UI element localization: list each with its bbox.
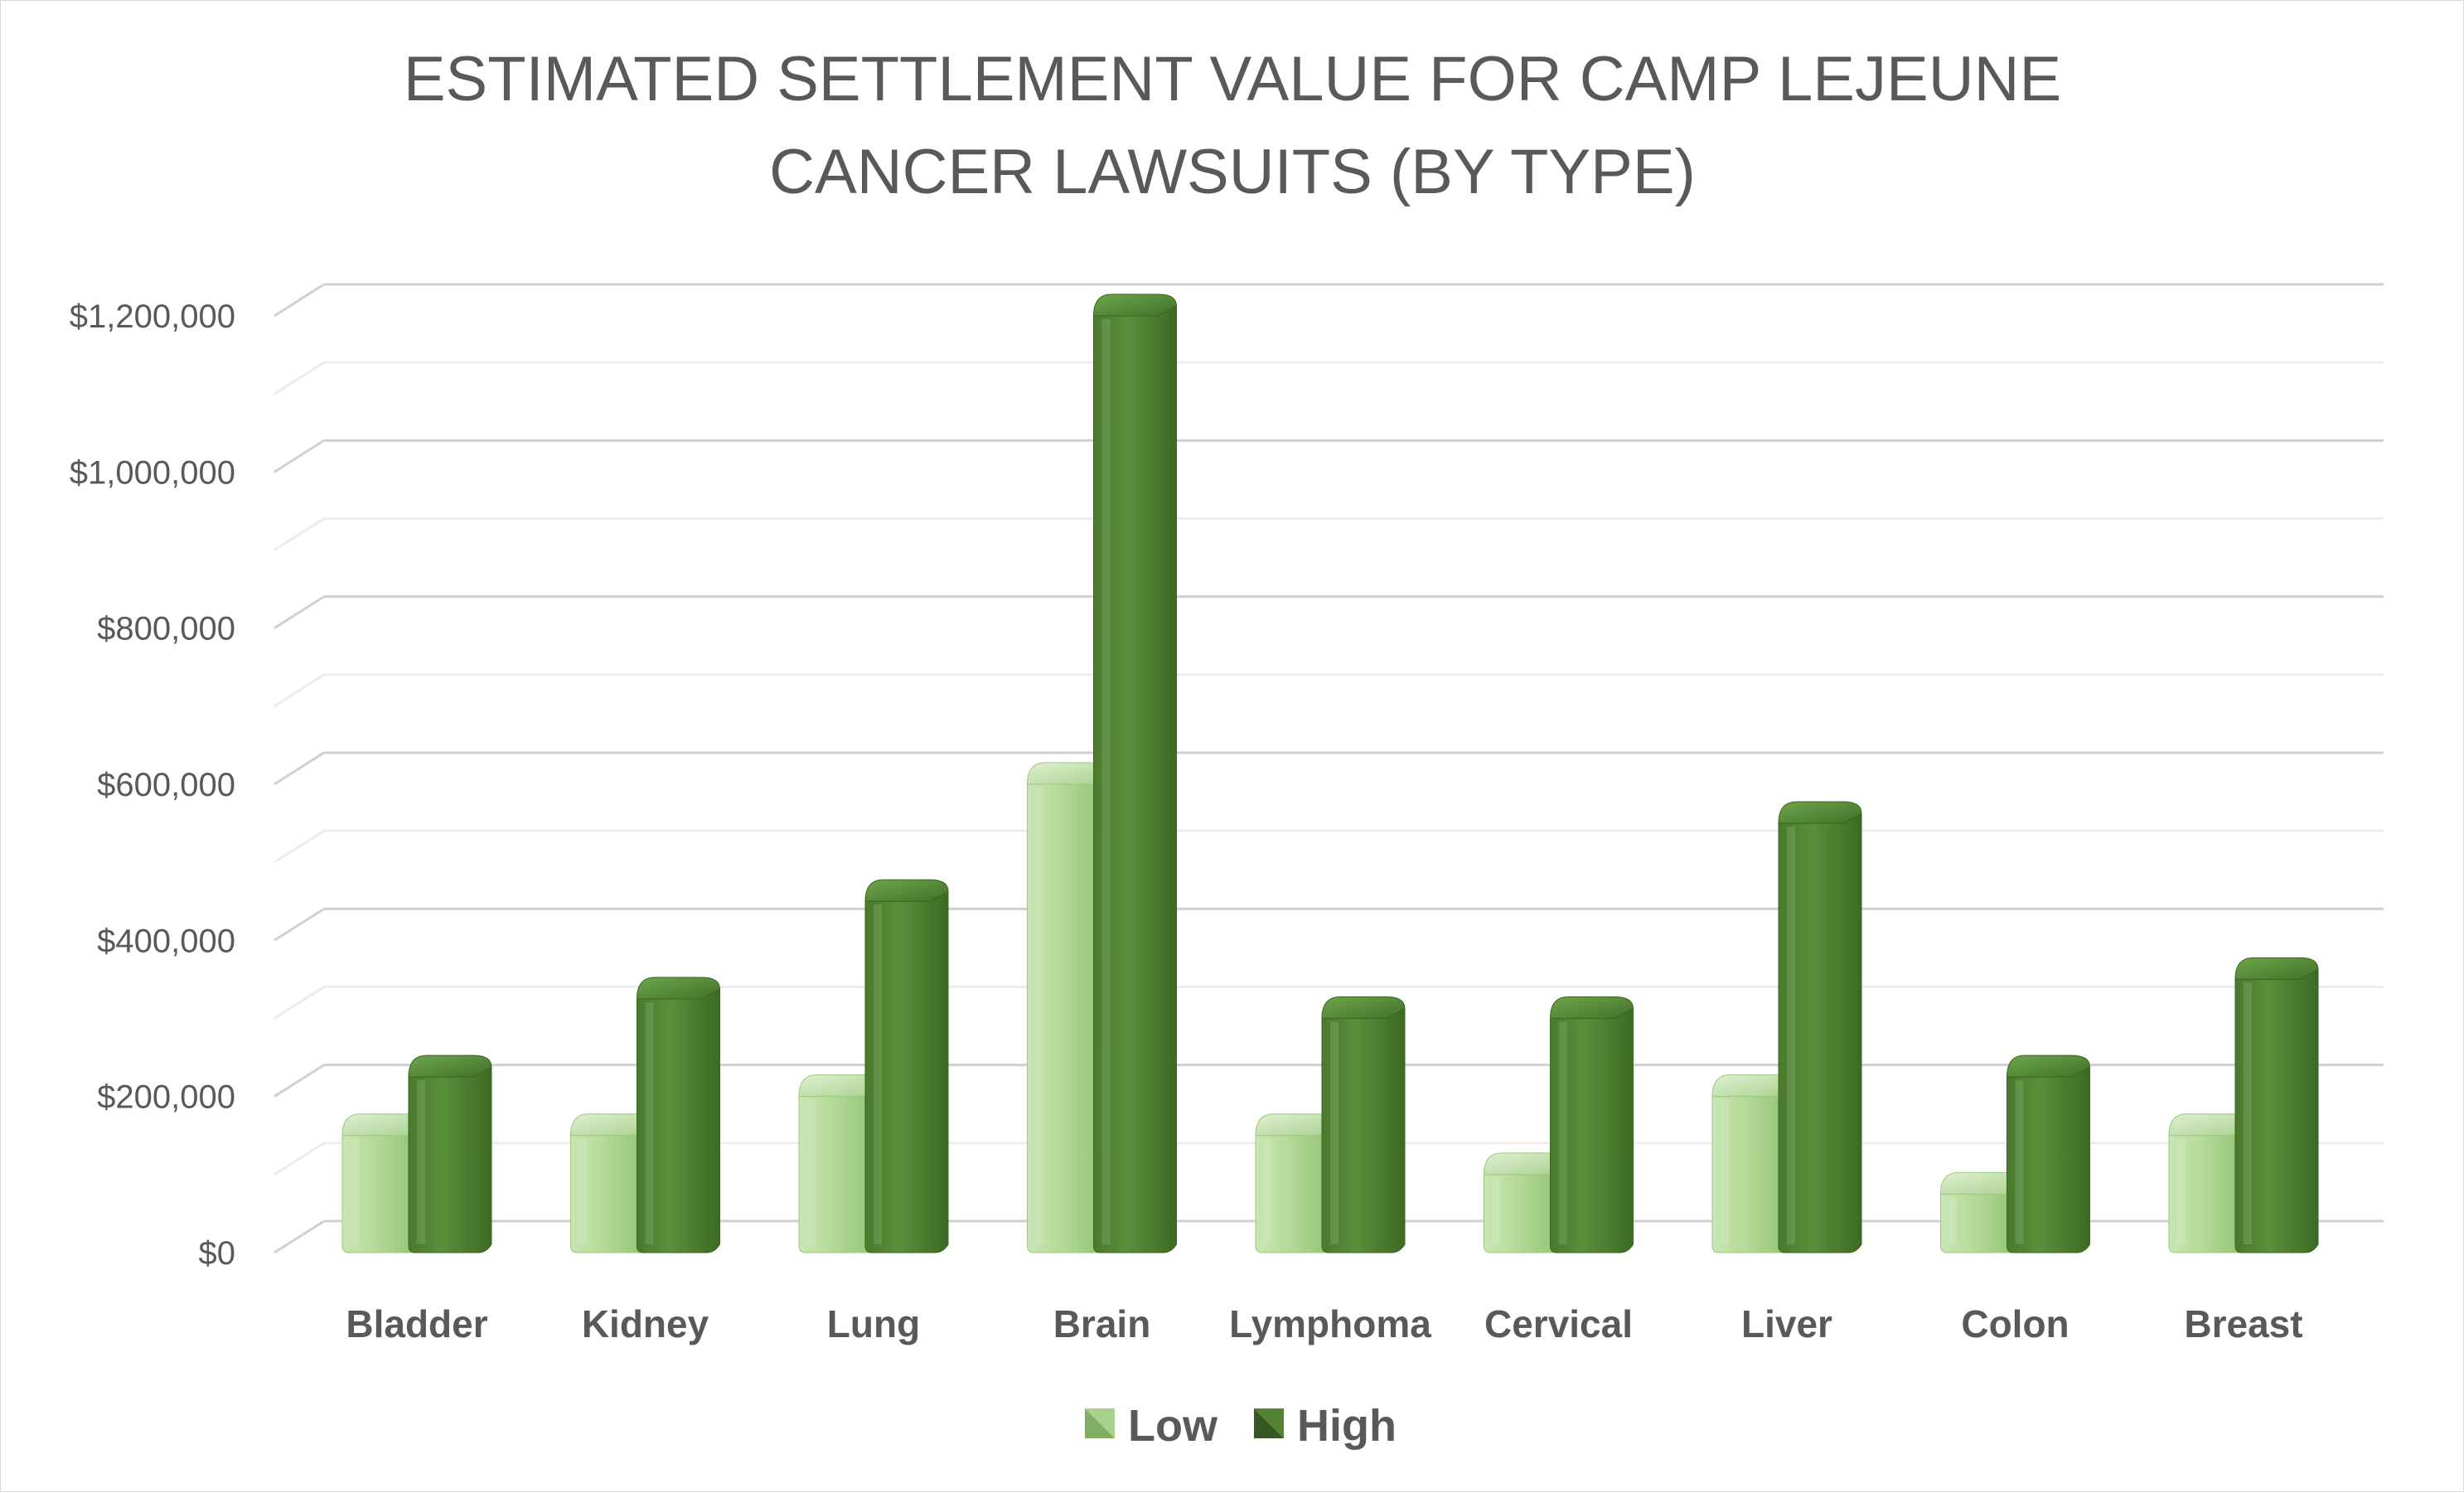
bar-low-kidney (569, 1113, 655, 1253)
bar-high-bladder (408, 1054, 492, 1253)
gridline-diagonal (274, 673, 325, 708)
x-tick-label: Cervical (1484, 1302, 1633, 1345)
y-tick-label: $400,000 (97, 923, 235, 959)
bars (341, 293, 2319, 1253)
bar-highlight (645, 1001, 654, 1244)
bar-low-breast (2168, 1113, 2253, 1253)
bar-highlight (2015, 1080, 2024, 1244)
bar-high-cervical (1549, 996, 1634, 1253)
legend-item-high: High (1254, 1401, 1397, 1451)
x-tick-label: Colon (1961, 1302, 2069, 1345)
bar-low-lymphoma (1255, 1113, 1339, 1253)
bar-highlight (874, 904, 882, 1244)
bar-body (1778, 812, 1862, 1253)
bar-body (1550, 1007, 1634, 1253)
bar-high-breast (2234, 957, 2319, 1253)
bar-top (1092, 293, 1178, 317)
bar-highlight (1035, 788, 1044, 1244)
bar-top (2234, 957, 2319, 980)
gridline-diagonal (274, 283, 325, 318)
gridline-diagonal (274, 517, 325, 551)
bar-highlight (1492, 1177, 1501, 1244)
bar-body (637, 988, 720, 1253)
x-tick-label: Brain (1053, 1302, 1151, 1345)
gridline-diagonal (274, 1142, 325, 1176)
legend-label: High (1297, 1401, 1397, 1451)
legend-item-low: Low (1085, 1401, 1218, 1451)
bar-low-brain (1026, 762, 1111, 1253)
x-tick-label: Liver (1741, 1302, 1832, 1345)
bar-body (1321, 1007, 1406, 1253)
x-tick-label: Kidney (582, 1302, 709, 1345)
x-tick-label: Lung (827, 1302, 920, 1345)
bar-highlight (1330, 1021, 1338, 1244)
legend: Low High (1085, 1401, 1397, 1451)
legend-swatch (1254, 1408, 1284, 1438)
gridline-diagonal (274, 1219, 325, 1254)
y-tick-label: $1,000,000 (70, 454, 235, 491)
x-tick-label: Bladder (346, 1302, 487, 1345)
bar-body (864, 890, 949, 1253)
bar-low-bladder (341, 1113, 426, 1253)
gridline-diagonal (274, 908, 325, 942)
y-tick-label: $0 (199, 1235, 236, 1272)
gridline-diagonal (274, 1064, 325, 1098)
chart-title: ESTIMATED SETTLEMENT VALUE FOR CAMP LEJE… (404, 44, 2061, 207)
bar-low-lung (798, 1074, 883, 1253)
bar-top (2006, 1054, 2091, 1078)
y-axis-ticks: $0 $200,000 $400,000 $600,000 $800,000 $1,000… (70, 298, 235, 1272)
bar-high-lung (864, 879, 949, 1253)
bar-high-liver (1778, 801, 1862, 1253)
bar-high-lymphoma (1321, 996, 1406, 1253)
x-tick-label: Breast (2184, 1302, 2302, 1345)
legend-label: Low (1128, 1401, 1218, 1451)
gridline-diagonal (274, 986, 325, 1020)
y-tick-label: $200,000 (97, 1079, 235, 1116)
bar-body (1093, 305, 1177, 1253)
bar-highlight (417, 1080, 425, 1244)
chart-title-line-2: CANCER LAWSUITS (BY TYPE) (769, 137, 1696, 207)
bar-highlight (351, 1138, 359, 1244)
bar-high-kidney (636, 977, 721, 1253)
y-tick-label: $800,000 (97, 611, 235, 647)
bar-highlight (807, 1099, 816, 1244)
bar-highlight (2177, 1138, 2186, 1244)
gridline-diagonal (274, 751, 325, 786)
chart-title-line-1: ESTIMATED SETTLEMENT VALUE FOR CAMP LEJE… (404, 44, 2061, 114)
bar-body (2234, 968, 2319, 1253)
gridline-diagonal (274, 595, 325, 629)
bar-highlight (1948, 1197, 1958, 1244)
bar-high-colon (2006, 1054, 2091, 1253)
bar-highlight (1264, 1138, 1272, 1244)
bar-high-brain (1092, 293, 1178, 1253)
legend-swatch (1085, 1408, 1115, 1438)
bar-highlight (1558, 1021, 1567, 1244)
bar-highlight (1721, 1099, 1729, 1244)
x-axis-ticks: Bladder Kidney Lung Brain Lymphoma Cervical Li… (346, 1302, 2302, 1345)
bar-highlight (1787, 826, 1795, 1244)
gridline-diagonal (274, 829, 325, 864)
y-tick-label: $1,200,000 (70, 298, 235, 335)
bar-top (1778, 801, 1862, 824)
bar-low-liver (1711, 1074, 1796, 1253)
bar-highlight (1101, 319, 1111, 1244)
y-tick-label: $600,000 (97, 767, 235, 803)
bar-highlight (578, 1138, 588, 1244)
bar-top (636, 977, 721, 1000)
bar-top (864, 879, 949, 902)
bar-top (1321, 996, 1406, 1019)
bar-body (2007, 1066, 2090, 1253)
gridline-diagonal (274, 361, 325, 395)
bar-body (408, 1066, 492, 1253)
gridline-diagonal (274, 439, 325, 473)
bar-top (1549, 996, 1634, 1019)
bar-top (408, 1054, 492, 1078)
x-tick-label: Lymphoma (1229, 1302, 1431, 1345)
bar-low-colon (1939, 1171, 2025, 1253)
bar-highlight (2244, 982, 2252, 1244)
